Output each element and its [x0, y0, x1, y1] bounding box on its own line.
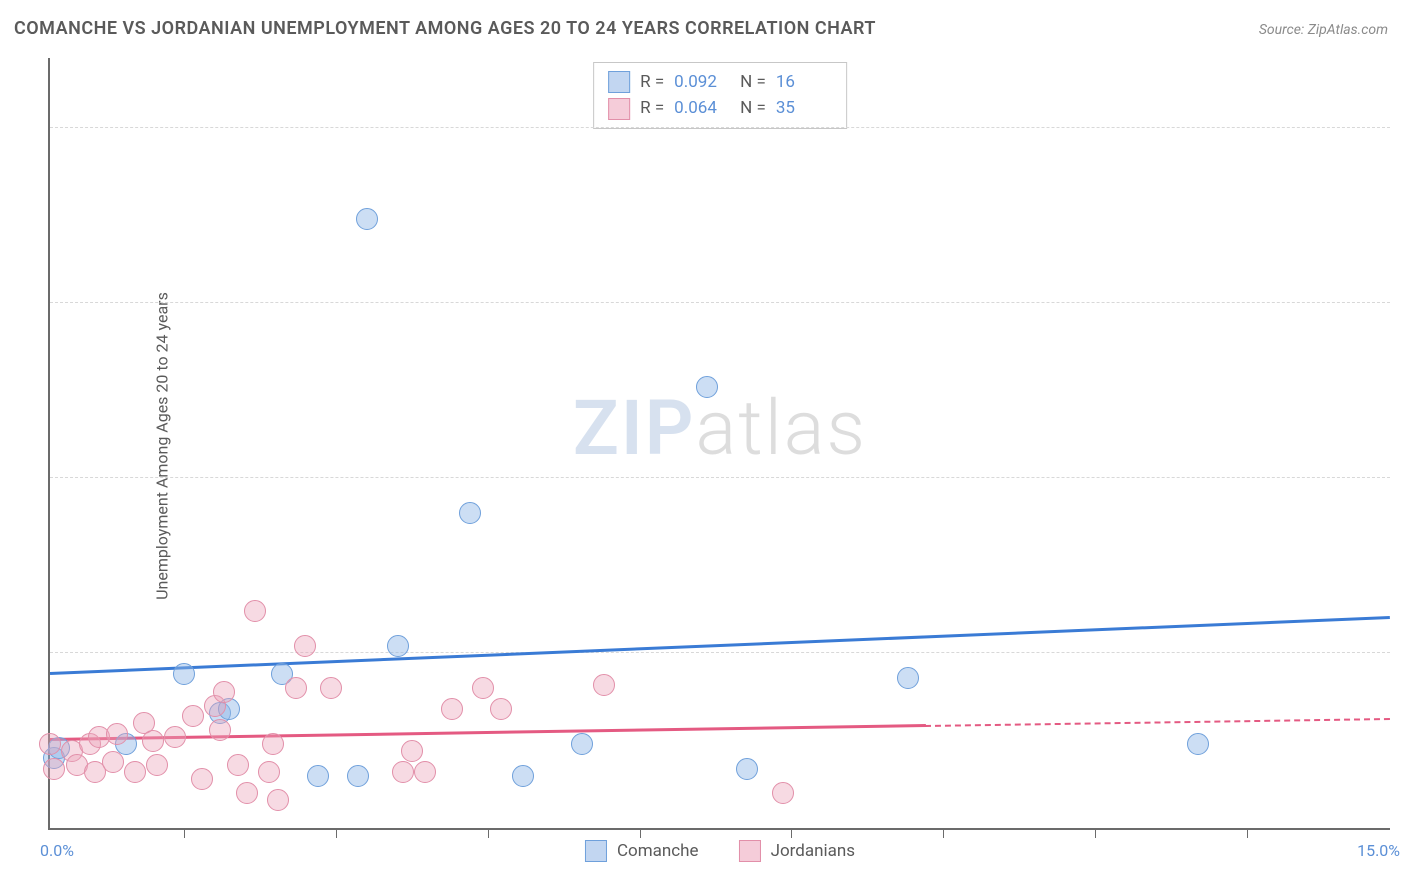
data-point [571, 733, 593, 755]
legend-row-comanche: R = 0.092 N = 16 [608, 69, 832, 95]
correlation-legend: R = 0.092 N = 16 R = 0.064 N = 35 [593, 62, 847, 129]
data-point [320, 677, 342, 699]
data-point [43, 758, 65, 780]
data-point [209, 719, 231, 741]
swatch-jordanians [608, 98, 630, 120]
data-point [696, 376, 718, 398]
n-label: N = [740, 95, 766, 121]
data-point [227, 754, 249, 776]
data-point [1187, 733, 1209, 755]
data-point [262, 733, 284, 755]
data-point [285, 677, 307, 699]
data-point [124, 761, 146, 783]
data-point [164, 726, 186, 748]
data-point [182, 705, 204, 727]
source-attribution: Source: ZipAtlas.com [1259, 22, 1388, 38]
data-point [173, 663, 195, 685]
data-point [347, 765, 369, 787]
scatter-plot-area: ZIPatlas R = 0.092 N = 16 R = 0.064 N = … [48, 58, 1390, 830]
data-point [258, 761, 280, 783]
legend-item-comanche: Comanche [585, 840, 699, 862]
r-value: 0.064 [674, 95, 730, 121]
data-point [392, 761, 414, 783]
r-label: R = [640, 95, 664, 121]
trend-line [50, 616, 1390, 674]
watermark-zip: ZIP [573, 383, 696, 473]
n-value: 16 [776, 69, 832, 95]
data-point [244, 600, 266, 622]
swatch-jordanians [739, 840, 761, 862]
data-point [387, 635, 409, 657]
x-tick [184, 828, 185, 838]
legend-label: Comanche [617, 841, 699, 861]
data-point [490, 698, 512, 720]
data-point [401, 740, 423, 762]
chart-title: COMANCHE VS JORDANIAN UNEMPLOYMENT AMONG… [14, 18, 876, 39]
trend-line-extrapolated [925, 718, 1390, 727]
data-point [236, 782, 258, 804]
data-point [102, 751, 124, 773]
n-label: N = [740, 69, 766, 95]
x-tick [791, 828, 792, 838]
x-tick [488, 828, 489, 838]
data-point [736, 758, 758, 780]
swatch-comanche [608, 71, 630, 93]
data-point [267, 789, 289, 811]
data-point [441, 698, 463, 720]
legend-label: Jordanians [771, 841, 855, 861]
watermark-atlas: atlas [696, 383, 868, 473]
legend-item-jordanians: Jordanians [739, 840, 855, 862]
y-tick-label: 50.0% [1402, 469, 1406, 488]
y-tick-label: 75.0% [1402, 294, 1406, 313]
series-legend: Comanche Jordanians [585, 840, 855, 862]
data-point [142, 730, 164, 752]
gridline [50, 302, 1390, 303]
x-tick [640, 828, 641, 838]
data-point [146, 754, 168, 776]
x-axis-max-label: 15.0% [1357, 841, 1400, 860]
data-point [191, 768, 213, 790]
legend-row-jordanians: R = 0.064 N = 35 [608, 95, 832, 121]
data-point [213, 681, 235, 703]
data-point [294, 635, 316, 657]
data-point [414, 761, 436, 783]
data-point [512, 765, 534, 787]
data-point [106, 723, 128, 745]
y-tick-label: 100.0% [1402, 119, 1406, 138]
x-axis-min-label: 0.0% [40, 841, 74, 860]
watermark: ZIPatlas [573, 383, 867, 473]
data-point [356, 208, 378, 230]
y-tick-label: 25.0% [1402, 644, 1406, 663]
data-point [39, 733, 61, 755]
data-point [593, 674, 615, 696]
swatch-comanche [585, 840, 607, 862]
gridline [50, 477, 1390, 478]
r-value: 0.092 [674, 69, 730, 95]
x-tick [1247, 828, 1248, 838]
x-tick [1095, 828, 1096, 838]
data-point [897, 667, 919, 689]
gridline [50, 652, 1390, 653]
data-point [772, 782, 794, 804]
gridline [50, 127, 1390, 128]
x-tick [336, 828, 337, 838]
data-point [307, 765, 329, 787]
n-value: 35 [776, 95, 832, 121]
data-point [472, 677, 494, 699]
r-label: R = [640, 69, 664, 95]
x-tick [943, 828, 944, 838]
data-point [459, 502, 481, 524]
